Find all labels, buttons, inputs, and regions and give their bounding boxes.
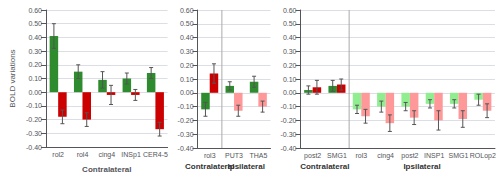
svg-text:Contralateral: Contralateral	[300, 162, 349, 171]
svg-text:rol2: rol2	[52, 151, 64, 158]
svg-text:-0.20: -0.20	[178, 117, 194, 124]
svg-text:0.10: 0.10	[283, 76, 297, 83]
svg-text:BOLD variations: BOLD variations	[8, 49, 17, 107]
svg-text:rol3: rol3	[355, 152, 367, 159]
svg-text:0.20: 0.20	[283, 62, 297, 69]
svg-text:THA5: THA5	[249, 152, 267, 159]
svg-text:rol4: rol4	[77, 151, 89, 158]
svg-text:Ipsilateral: Ipsilateral	[228, 162, 265, 171]
svg-text:Contralateral: Contralateral	[82, 165, 131, 174]
svg-text:cing4: cing4	[377, 152, 394, 160]
svg-text:rol3: rol3	[204, 152, 216, 159]
svg-text:INSP1: INSP1	[424, 152, 444, 159]
svg-text:Contralateral: Contralateral	[185, 161, 235, 171]
svg-text:0.40: 0.40	[28, 34, 42, 41]
svg-text:0.60: 0.60	[28, 7, 42, 14]
svg-text:0.30: 0.30	[283, 48, 297, 55]
svg-text:-0.10: -0.10	[26, 102, 42, 109]
svg-text:0.30: 0.30	[180, 48, 194, 55]
svg-text:0.50: 0.50	[283, 20, 297, 27]
svg-text:cing4: cing4	[98, 151, 115, 159]
svg-text:0.00: 0.00	[180, 89, 194, 96]
svg-text:post2: post2	[304, 152, 321, 160]
svg-text:0.00: 0.00	[28, 89, 42, 96]
svg-text:0.30: 0.30	[28, 48, 42, 55]
svg-text:-0.10: -0.10	[178, 103, 194, 110]
svg-text:0.50: 0.50	[180, 20, 194, 27]
svg-text:-0.40: -0.40	[281, 145, 297, 152]
svg-text:0.20: 0.20	[28, 61, 42, 68]
svg-text:-0.30: -0.30	[281, 131, 297, 138]
svg-text:0.60: 0.60	[180, 7, 194, 14]
svg-text:0.40: 0.40	[180, 34, 194, 41]
svg-text:-0.40: -0.40	[26, 144, 42, 151]
svg-text:0.60: 0.60	[283, 7, 297, 14]
svg-text:ROLop2: ROLop2	[470, 152, 496, 160]
svg-text:Ipsilateral: Ipsilateral	[403, 162, 440, 171]
svg-text:0.10: 0.10	[180, 76, 194, 83]
svg-text:post2: post2	[401, 152, 418, 160]
svg-text:-0.10: -0.10	[281, 103, 297, 110]
svg-text:0.10: 0.10	[28, 75, 42, 82]
svg-text:0.40: 0.40	[283, 34, 297, 41]
svg-text:-0.20: -0.20	[281, 117, 297, 124]
svg-text:0.00: 0.00	[283, 89, 297, 96]
svg-text:INSp1: INSp1	[121, 151, 141, 159]
svg-text:-0.20: -0.20	[26, 116, 42, 123]
svg-text:SMG1: SMG1	[449, 152, 469, 159]
svg-text:0.20: 0.20	[180, 62, 194, 69]
svg-text:SMG1: SMG1	[327, 152, 347, 159]
svg-text:-0.40: -0.40	[178, 145, 194, 152]
svg-text:-0.30: -0.30	[178, 131, 194, 138]
svg-text:PUT3: PUT3	[225, 152, 243, 159]
svg-text:-0.30: -0.30	[26, 130, 42, 137]
svg-text:0.50: 0.50	[28, 20, 42, 27]
svg-text:CER4-5: CER4-5	[143, 151, 168, 158]
